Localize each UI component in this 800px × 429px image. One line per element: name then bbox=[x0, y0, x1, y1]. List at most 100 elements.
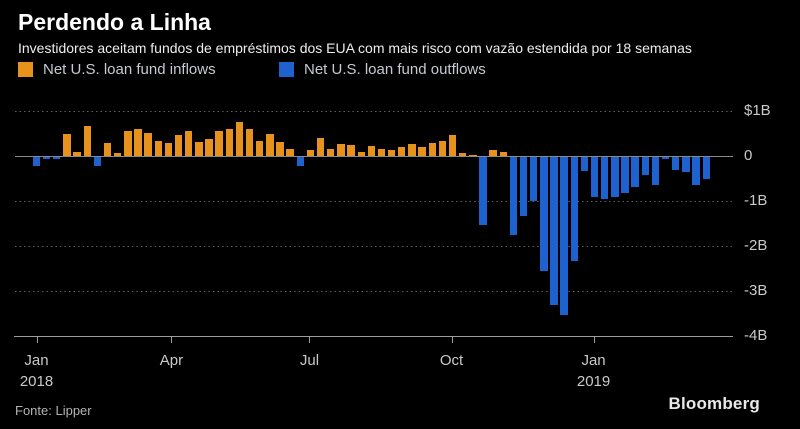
gridline bbox=[15, 291, 733, 292]
outflow-bar bbox=[540, 157, 548, 272]
inflow-bar bbox=[144, 132, 152, 156]
inflow-bar bbox=[469, 154, 477, 156]
x-axis-tick bbox=[451, 337, 453, 343]
inflow-bar bbox=[245, 128, 254, 156]
inflow-bar bbox=[448, 135, 457, 156]
outflow-bar bbox=[682, 157, 690, 172]
legend-label-outflows: Net U.S. loan fund outflows bbox=[304, 61, 486, 78]
outflow-bar bbox=[621, 157, 629, 194]
inflow-bar bbox=[164, 142, 173, 156]
outflow-bar bbox=[641, 157, 649, 175]
inflow-bar bbox=[327, 148, 335, 156]
outflow-bar bbox=[32, 157, 41, 166]
inflow-bar bbox=[113, 153, 122, 156]
outflow-bar bbox=[296, 157, 304, 166]
inflow-bar bbox=[134, 128, 142, 156]
inflow-bar bbox=[185, 130, 193, 156]
legend-item-outflows: Net U.S. loan fund outflows bbox=[279, 61, 486, 78]
x-axis-label: Apr bbox=[159, 352, 184, 369]
inflow-bar bbox=[367, 146, 376, 156]
inflow-bar bbox=[438, 141, 447, 156]
inflow-bar bbox=[215, 130, 223, 156]
inflow-bar bbox=[235, 121, 244, 156]
inflow-bar bbox=[499, 152, 507, 156]
y-axis-label: 0 bbox=[744, 147, 753, 164]
inflow-bar bbox=[418, 146, 426, 156]
x-axis-tick bbox=[171, 337, 173, 343]
inflow-bar bbox=[286, 149, 294, 156]
inflow-bar bbox=[266, 133, 274, 156]
outflow-bar bbox=[53, 157, 61, 160]
outflow-bar bbox=[631, 157, 639, 187]
outflow-bar bbox=[702, 157, 710, 179]
x-axis-label: Jan bbox=[24, 352, 49, 369]
outflow-bar bbox=[651, 157, 660, 185]
outflow-bar bbox=[611, 157, 619, 197]
inflow-bar bbox=[337, 144, 345, 156]
outflow-bar bbox=[601, 157, 609, 200]
inflow-bar bbox=[256, 141, 264, 156]
inflow-bar bbox=[195, 141, 203, 156]
inflow-bar bbox=[316, 137, 325, 156]
inflow-bar bbox=[63, 134, 71, 156]
inflow-bar bbox=[377, 149, 386, 156]
x-axis-tick bbox=[36, 337, 38, 343]
y-axis-label: -4B bbox=[744, 327, 768, 344]
x-axis-label: Oct bbox=[439, 352, 464, 369]
inflow-bar bbox=[357, 151, 365, 156]
outflow-bar bbox=[550, 157, 558, 305]
outflow-bar bbox=[560, 157, 568, 315]
inflow-bar bbox=[408, 144, 416, 156]
inflow-bar bbox=[306, 150, 315, 156]
inflow-bar bbox=[225, 128, 233, 156]
x-axis-year-label: 2018 bbox=[19, 373, 54, 390]
inflow-bar bbox=[398, 147, 406, 156]
outflow-bar bbox=[530, 157, 538, 201]
inflow-bar bbox=[489, 149, 497, 156]
outflow-bar bbox=[580, 157, 589, 171]
inflow-bar bbox=[276, 142, 284, 156]
inflow-bar bbox=[103, 143, 112, 156]
inflow-bar bbox=[73, 152, 81, 156]
source-attribution: Fonte: Lipper bbox=[15, 403, 92, 418]
outflow-bar bbox=[479, 157, 487, 226]
inflow-bar bbox=[174, 134, 183, 156]
outflow-bar bbox=[590, 157, 599, 197]
zero-gridline bbox=[15, 156, 733, 157]
outflow-bar bbox=[42, 157, 51, 159]
x-axis-tick bbox=[593, 337, 595, 343]
gridline bbox=[15, 111, 733, 112]
page-title: Perdendo a Linha bbox=[18, 9, 211, 35]
gridline bbox=[15, 246, 733, 247]
outflow-bar bbox=[692, 157, 700, 185]
gridline bbox=[15, 201, 733, 202]
inflow-bar bbox=[205, 139, 213, 156]
y-axis-label: -3B bbox=[744, 282, 768, 299]
outflow-bar bbox=[519, 157, 528, 216]
outflow-swatch-icon bbox=[279, 62, 294, 77]
x-axis-label: Jan bbox=[581, 352, 606, 369]
x-axis-line bbox=[14, 336, 733, 337]
inflow-bar bbox=[347, 145, 355, 156]
outflow-bar bbox=[661, 157, 670, 159]
inflow-bar bbox=[154, 140, 162, 156]
x-axis-label: Jul bbox=[299, 352, 320, 369]
legend-item-inflows: Net U.S. loan fund inflows bbox=[18, 61, 216, 78]
y-axis-label: -2B bbox=[744, 237, 768, 254]
legend-label-inflows: Net U.S. loan fund inflows bbox=[43, 61, 216, 78]
bloomberg-logo: Bloomberg bbox=[668, 394, 760, 413]
inflow-bar bbox=[124, 130, 132, 156]
inflow-bar bbox=[458, 153, 467, 156]
outflow-bar bbox=[509, 157, 518, 235]
chart-subtitle: Investidores aceitam fundos de empréstim… bbox=[18, 40, 692, 56]
legend: Net U.S. loan fund inflows Net U.S. loan… bbox=[0, 61, 800, 79]
inflow-swatch-icon bbox=[18, 62, 33, 77]
y-axis-label: -1B bbox=[744, 192, 768, 209]
inflow-bar bbox=[428, 143, 436, 156]
inflow-bar bbox=[387, 150, 396, 156]
outflow-bar bbox=[93, 157, 102, 167]
inflow-bar bbox=[83, 125, 91, 156]
x-axis-tick bbox=[309, 337, 311, 343]
outflow-bar bbox=[570, 157, 578, 262]
